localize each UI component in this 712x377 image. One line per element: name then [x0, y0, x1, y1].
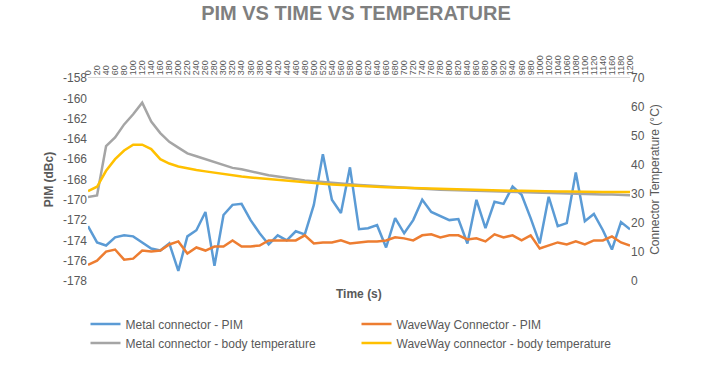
svg-text:680: 680	[390, 60, 400, 75]
svg-text:980: 980	[526, 60, 536, 75]
svg-text:1160: 1160	[607, 56, 617, 75]
svg-text:60: 60	[110, 65, 120, 75]
svg-text:PIM VS TIME VS TEMPERATURE: PIM VS TIME VS TEMPERATURE	[201, 2, 511, 24]
svg-text:-158: -158	[63, 71, 87, 85]
svg-text:760: 760	[426, 60, 436, 75]
svg-text:1060: 1060	[562, 55, 572, 75]
svg-text:700: 700	[399, 60, 409, 75]
svg-text:-160: -160	[63, 92, 87, 106]
svg-text:-172: -172	[63, 213, 87, 227]
svg-text:1120: 1120	[589, 56, 599, 75]
svg-text:-166: -166	[63, 152, 87, 166]
svg-text:180: 180	[164, 60, 174, 75]
svg-text:-164: -164	[63, 132, 87, 146]
svg-text:1000: 1000	[535, 55, 545, 75]
svg-text:580: 580	[345, 60, 355, 75]
svg-text:620: 620	[363, 60, 373, 75]
svg-text:200: 200	[173, 60, 183, 75]
svg-text:-178: -178	[63, 274, 87, 288]
svg-text:860: 860	[471, 60, 481, 75]
svg-text:900: 900	[489, 60, 499, 75]
svg-text:10: 10	[631, 245, 645, 259]
svg-text:420: 420	[273, 60, 283, 75]
svg-text:280: 280	[209, 60, 219, 75]
svg-text:WaveWay connector - body tempe: WaveWay connector - body temperature	[397, 337, 612, 351]
svg-text:70: 70	[631, 71, 645, 85]
svg-text:80: 80	[119, 65, 129, 75]
svg-text:940: 940	[507, 60, 517, 75]
svg-text:WaveWay Connector - PIM: WaveWay Connector - PIM	[397, 318, 541, 332]
svg-text:20: 20	[92, 65, 102, 75]
svg-text:0: 0	[631, 274, 638, 288]
svg-text:0: 0	[83, 70, 93, 75]
svg-text:440: 440	[282, 60, 292, 75]
svg-text:460: 460	[291, 60, 301, 75]
svg-text:Metal connector - PIM: Metal connector - PIM	[126, 318, 243, 332]
svg-text:260: 260	[200, 60, 210, 75]
svg-text:360: 360	[246, 60, 256, 75]
svg-text:380: 380	[255, 60, 265, 75]
svg-text:840: 840	[462, 60, 472, 75]
svg-text:-176: -176	[63, 254, 87, 268]
svg-text:560: 560	[336, 60, 346, 75]
svg-text:40: 40	[631, 158, 645, 172]
svg-text:540: 540	[327, 60, 337, 75]
svg-text:Connector Temperature (°C): Connector Temperature (°C)	[648, 104, 662, 255]
svg-text:1020: 1020	[544, 55, 554, 75]
svg-text:-174: -174	[63, 234, 87, 248]
svg-text:-170: -170	[63, 193, 87, 207]
svg-text:30: 30	[631, 187, 645, 201]
svg-text:1100: 1100	[580, 56, 590, 75]
svg-text:800: 800	[444, 60, 454, 75]
svg-text:Metal connector - body tempera: Metal connector - body temperature	[126, 337, 316, 351]
svg-text:480: 480	[300, 60, 310, 75]
svg-text:340: 340	[236, 60, 246, 75]
svg-text:160: 160	[155, 60, 165, 75]
svg-text:1200: 1200	[625, 55, 635, 75]
svg-text:60: 60	[631, 100, 645, 114]
svg-text:920: 920	[498, 60, 508, 75]
svg-text:Time (s): Time (s)	[336, 287, 382, 301]
svg-text:600: 600	[354, 60, 364, 75]
svg-text:240: 240	[191, 60, 201, 75]
svg-text:820: 820	[453, 60, 463, 75]
svg-text:20: 20	[631, 216, 645, 230]
svg-text:320: 320	[227, 60, 237, 75]
svg-text:-168: -168	[63, 173, 87, 187]
svg-text:50: 50	[631, 129, 645, 143]
svg-text:500: 500	[309, 60, 319, 75]
svg-text:880: 880	[480, 60, 490, 75]
svg-text:740: 740	[417, 60, 427, 75]
svg-text:-162: -162	[63, 112, 87, 126]
svg-text:1040: 1040	[553, 55, 563, 75]
svg-text:100: 100	[128, 60, 138, 75]
svg-text:640: 640	[372, 60, 382, 75]
svg-text:40: 40	[101, 65, 111, 75]
svg-text:960: 960	[517, 60, 527, 75]
svg-text:720: 720	[408, 60, 418, 75]
svg-text:300: 300	[218, 60, 228, 75]
svg-text:1140: 1140	[598, 56, 608, 75]
svg-text:120: 120	[137, 60, 147, 75]
svg-text:1080: 1080	[571, 55, 581, 75]
svg-text:PIM (dBc): PIM (dBc)	[42, 152, 56, 207]
svg-text:1180: 1180	[616, 56, 626, 75]
svg-text:660: 660	[381, 60, 391, 75]
svg-text:220: 220	[182, 60, 192, 75]
svg-text:400: 400	[264, 60, 274, 75]
svg-text:780: 780	[435, 60, 445, 75]
svg-text:140: 140	[146, 60, 156, 75]
svg-text:520: 520	[318, 60, 328, 75]
